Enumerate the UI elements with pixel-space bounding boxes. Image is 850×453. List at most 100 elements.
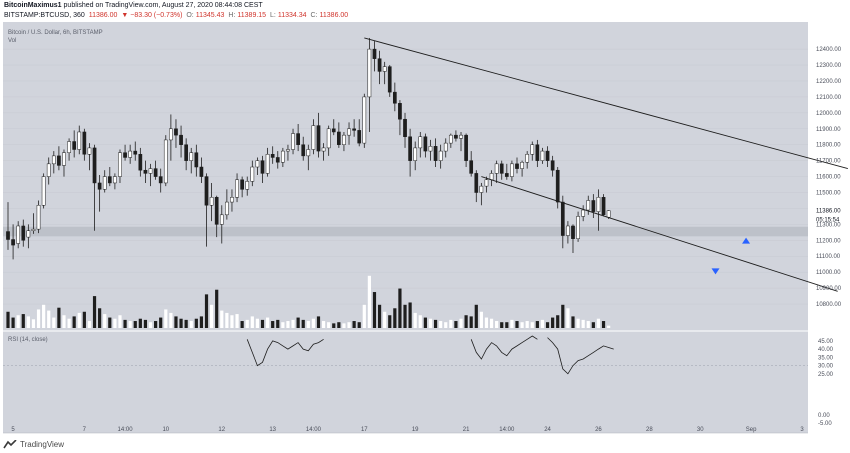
volume-bar (510, 319, 514, 328)
candle-body (245, 181, 250, 190)
candle-body (87, 147, 92, 155)
volume-bar (576, 318, 580, 328)
volume-bar (62, 315, 66, 328)
volume-bar (601, 321, 606, 328)
volume-bar (179, 318, 183, 328)
volume-bar (566, 308, 570, 328)
candle-body (504, 173, 509, 177)
volume-bar (240, 321, 244, 328)
close-value: 11386.00 (319, 12, 349, 19)
volume-bar (113, 318, 117, 328)
candle-body (560, 201, 565, 236)
candle-body (581, 209, 586, 217)
price-change: ▼ −83.30 (−0.73%) (121, 12, 183, 19)
volume-bar (403, 304, 407, 328)
candle-body (316, 125, 321, 152)
candle-body (489, 173, 494, 181)
volume-bar (143, 319, 148, 328)
author-name[interactable]: BitcoinMaximus1 (4, 2, 62, 9)
volume-bar (194, 318, 198, 328)
signal-arrows (711, 237, 751, 275)
candle-body (387, 66, 392, 93)
candle-body (199, 166, 204, 177)
price-chart[interactable]: 12400.0012300.0012200.0012100.0012000.00… (0, 22, 850, 438)
candle-body (433, 146, 438, 161)
volume-bar (159, 317, 163, 328)
time-tick-label: 7 (83, 427, 87, 433)
candle-body (179, 134, 183, 145)
volume-bar (525, 321, 529, 328)
candle-body (281, 150, 285, 163)
trendline-lower (481, 176, 838, 292)
candle-body (469, 160, 474, 174)
grid-lines (3, 48, 808, 332)
volume-bar (57, 307, 61, 328)
volume-bar (449, 319, 453, 328)
candle-body (550, 160, 555, 171)
candle-body (169, 128, 173, 141)
volume-bar (52, 317, 56, 328)
candle-body (601, 197, 606, 216)
volume-bar (103, 314, 107, 328)
volume-bar (296, 317, 300, 328)
volume-bar (220, 310, 224, 328)
volume-bar (82, 311, 86, 328)
candle-body (250, 166, 255, 182)
candlesticks[interactable] (6, 37, 611, 260)
volume-bar (204, 294, 209, 328)
candle-body (347, 128, 351, 136)
rsi-line (246, 338, 324, 367)
candle-body (515, 163, 519, 169)
price-tick-label: 11000.00 (816, 270, 841, 276)
price-axis[interactable]: 12400.00 12300.00 12200.00 12100.00 12000.00… (809, 47, 849, 308)
volume-bar (530, 322, 534, 328)
candle-body (408, 136, 412, 161)
volume-bar (123, 319, 127, 328)
volume-bar (515, 321, 519, 328)
volume-bar (271, 321, 275, 328)
candle-body (31, 228, 36, 231)
candle-body (423, 136, 428, 152)
candle-body (11, 239, 15, 246)
countdown-label: 05:15:54 (816, 218, 840, 224)
candle-body (311, 125, 316, 150)
volume-bar (225, 312, 229, 328)
candle-body (337, 131, 341, 145)
volume-bar (357, 322, 361, 328)
volume-bar (174, 316, 178, 328)
time-tick-label: 10 (162, 427, 169, 433)
rsi-tick-label: 0.00 (818, 413, 830, 419)
candle-body (153, 168, 158, 177)
volume-bar (383, 311, 387, 328)
volume-bar (581, 319, 585, 328)
time-axis[interactable]: 5 7 14:00 10 12 13 14:00 17 19 21 14:00 24 26 28 30 Sep… (3, 427, 808, 434)
volume-bar (72, 316, 76, 328)
candle-body (16, 225, 21, 244)
candle-body (438, 150, 443, 161)
time-tick-label: 26 (595, 427, 602, 433)
trendline-channel[interactable] (364, 37, 848, 292)
volume-bar (423, 317, 427, 328)
price-tick-label: 12100.00 (816, 95, 842, 101)
candle-body (6, 231, 10, 240)
volume-bar (413, 312, 417, 328)
volume-bar (464, 315, 468, 328)
candle-body (113, 176, 117, 184)
candle-body (464, 134, 468, 161)
candle-body (606, 210, 611, 218)
volume-bar (215, 289, 219, 328)
volume-bar (551, 317, 555, 328)
volume-bar (459, 318, 463, 328)
candle-body (118, 152, 122, 177)
tradingview-logo[interactable]: TradingView (3, 440, 64, 449)
rsi-axis: 45.00 40.00 35.00 30.00 25.00 0.00 -5.00 (818, 339, 834, 427)
price-tick-label: 11800.00 (816, 143, 841, 149)
high-value: 11389.15 (237, 12, 267, 19)
candle-body (525, 154, 530, 163)
chart-header: BitcoinMaximus1 published on TradingView… (0, 0, 850, 22)
candle-body (571, 225, 575, 239)
price-tick-label: 10800.00 (816, 302, 842, 308)
volume-bar (388, 315, 392, 328)
volume-bar (169, 312, 173, 328)
candle-body (225, 201, 229, 216)
